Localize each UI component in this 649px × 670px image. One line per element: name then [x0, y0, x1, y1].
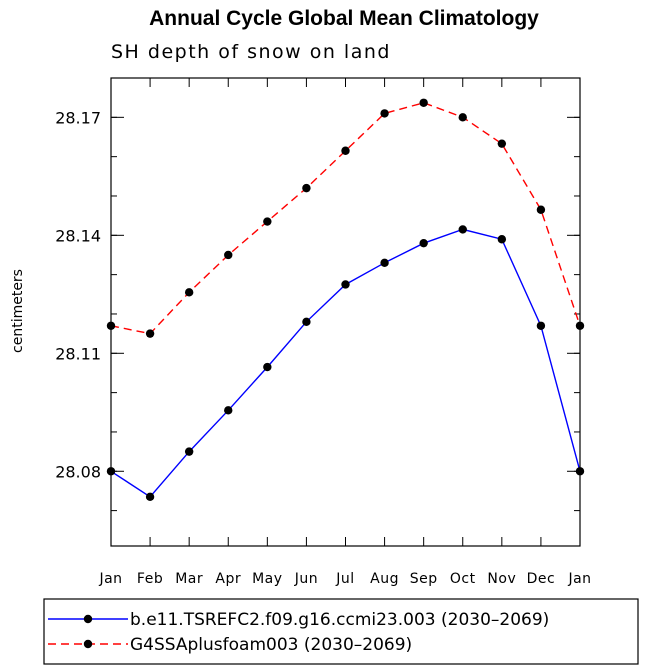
x-tick-label: Jan: [567, 571, 591, 587]
x-tick-label: Mar: [175, 571, 203, 587]
x-tick-label: May: [252, 571, 282, 587]
data-point: [106, 467, 116, 476]
data-point: [263, 362, 272, 372]
data-point: [263, 217, 272, 226]
data-point: [497, 235, 507, 244]
legend: b.e11.TSREFC2.f09.g16.ccmi23.003 (2030–2…: [48, 610, 549, 655]
y-tick-label: 28.08: [55, 462, 101, 481]
data-point: [302, 317, 311, 327]
x-tick-label: Jul: [335, 571, 354, 587]
data-point: [224, 406, 233, 415]
x-tick-label: Oct: [450, 571, 476, 587]
legend-label: G4SSAplusfoam003 (2030–2069): [130, 635, 412, 655]
data-point: [458, 225, 467, 234]
data-point: [497, 139, 507, 148]
x-tick-label: Nov: [487, 571, 516, 587]
legend-marker: [83, 614, 93, 624]
data-point: [536, 321, 546, 330]
y-tick-labels: 28.08 28.11 28.14 28.17: [55, 108, 101, 481]
x-tick-label: Aug: [370, 571, 399, 587]
series-lines: [106, 98, 585, 502]
x-tick-label: Jan: [98, 571, 122, 587]
x-tick-labels: Jan Feb Mar Apr May Jun Jul Aug Sep Oct Nov Dec Jan: [98, 571, 591, 587]
y-tick-label: 28.11: [55, 344, 101, 363]
legend-marker: [83, 639, 93, 649]
x-tick-label: Dec: [527, 571, 556, 587]
x-tick-label: Jun: [294, 571, 318, 587]
data-point: [106, 321, 116, 330]
data-point: [419, 98, 428, 107]
y-tick-label: 28.17: [55, 108, 101, 127]
data-point: [145, 492, 155, 502]
x-tick-label: Feb: [137, 571, 163, 587]
data-point: [184, 288, 194, 297]
chart-subtitle: SH depth of snow on land: [111, 41, 391, 63]
y-tick-label: 28.14: [55, 226, 101, 245]
data-point: [458, 113, 467, 122]
data-point: [380, 109, 389, 118]
legend-label: b.e11.TSREFC2.f09.g16.ccmi23.003 (2030–2…: [130, 610, 549, 630]
data-point: [184, 447, 194, 456]
data-point: [224, 250, 233, 260]
data-point: [419, 238, 428, 248]
data-point: [341, 280, 350, 289]
data-point: [145, 329, 155, 338]
data-point: [536, 205, 546, 214]
legend-box: [43, 598, 639, 665]
data-point: [380, 258, 389, 268]
data-point: [575, 467, 585, 476]
series-line: [110, 228, 581, 498]
x-tick-label: Sep: [410, 571, 438, 587]
data-point: [302, 183, 311, 193]
x-tick-label: Apr: [215, 571, 241, 587]
series-line: [110, 102, 581, 335]
y-axis-label: centimeters: [10, 269, 26, 353]
data-point: [341, 146, 350, 155]
data-point: [575, 321, 585, 330]
axis-ticks: [110, 77, 581, 546]
chart-title: Annual Cycle Global Mean Climatology: [149, 7, 539, 30]
